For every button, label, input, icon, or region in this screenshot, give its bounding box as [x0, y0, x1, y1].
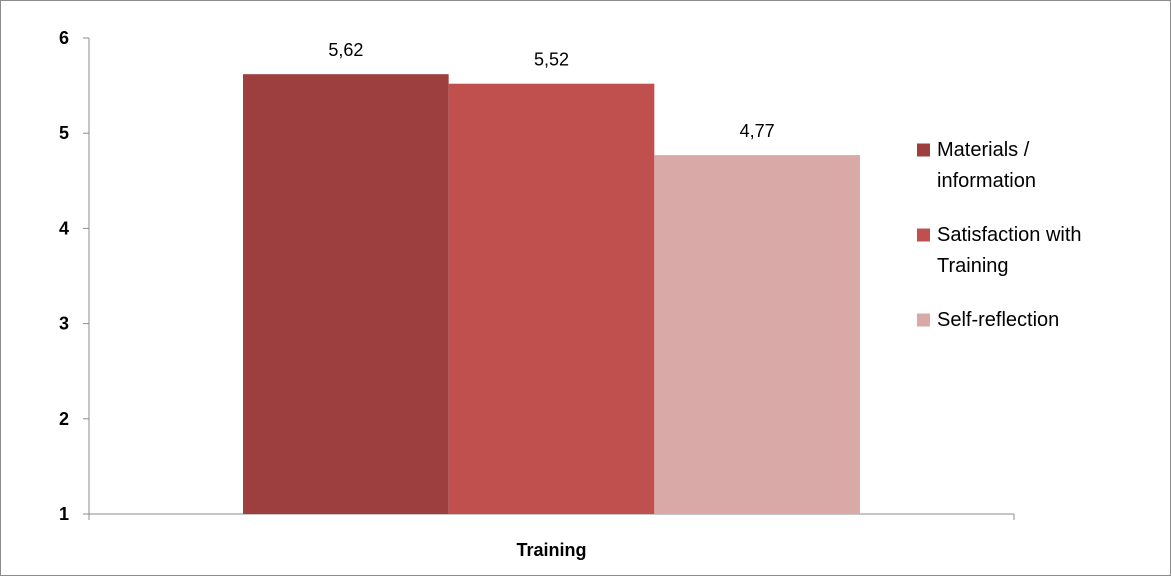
y-tick-label: 3 [59, 314, 69, 334]
y-tick-label: 5 [59, 123, 69, 143]
legend-label: Self-reflection [937, 309, 1059, 331]
bar-1 [243, 74, 449, 515]
legend-item-3: Self-reflection [917, 309, 1059, 331]
legend-swatch [917, 143, 930, 157]
bar-2 [448, 83, 655, 515]
x-tick-label: Training [516, 540, 586, 560]
y-tick-label: 1 [59, 504, 69, 524]
legend-swatch [917, 313, 930, 327]
legend-label: Training [937, 255, 1009, 277]
legend: Materials / information Satisfaction with T… [917, 139, 1082, 331]
data-label-2: 5,52 [534, 50, 569, 70]
plot-area: 1 2 3 4 5 6 5,62 5,52 4,77 Training [59, 28, 1015, 560]
legend-item-1: Materials / information [917, 139, 1036, 192]
legend-label: information [937, 170, 1036, 192]
legend-item-2: Satisfaction with Training [917, 224, 1082, 277]
legend-label: Materials / [937, 139, 1030, 161]
y-tick-label: 2 [59, 409, 69, 429]
y-tick-label: 4 [59, 218, 69, 238]
y-tick-label: 6 [59, 28, 69, 48]
data-label-1: 5,62 [328, 40, 363, 60]
data-label-3: 4,77 [740, 121, 775, 141]
legend-swatch [917, 228, 930, 242]
legend-label: Satisfaction with [937, 224, 1082, 246]
bar-3 [654, 155, 860, 514]
